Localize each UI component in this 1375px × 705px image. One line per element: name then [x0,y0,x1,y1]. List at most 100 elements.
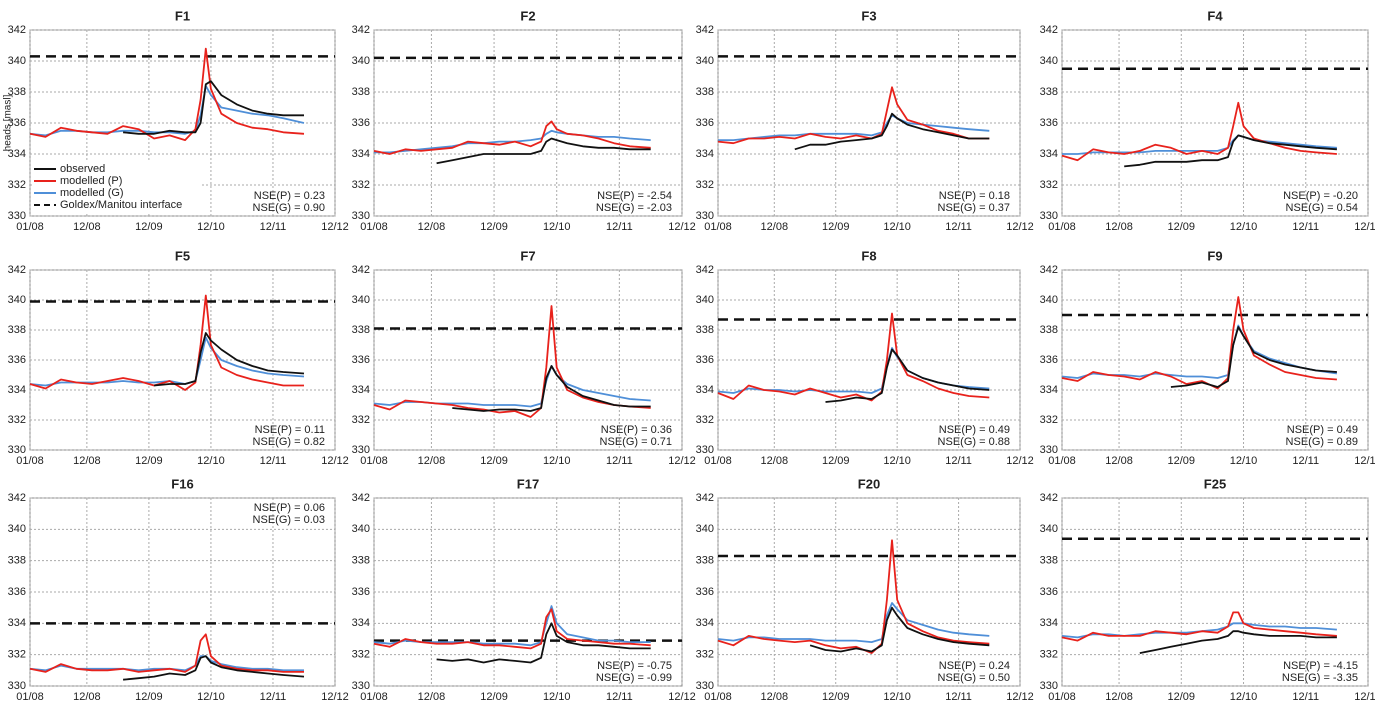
panel-title: F16 [171,476,193,491]
x-tick-label: 12/11 [606,455,633,467]
y-tick-label: 330 [8,444,26,456]
y-tick-label: 334 [352,148,370,160]
y-tick-label: 332 [696,414,714,426]
x-tick-label: 01/08 [704,221,732,233]
y-tick-label: 342 [8,24,26,36]
nse-annotation: NSE(P) = -0.75 [597,660,672,672]
x-tick-label: 12/12 [668,691,696,703]
x-tick-label: 12/08 [1105,691,1133,703]
series-line [29,47,305,141]
y-tick-label: 334 [1040,617,1058,629]
y-tick-label: 342 [1040,492,1058,504]
series-line [373,120,651,155]
panel: 330 332 334 336 338 340 342 01/08 12/08 12/09 12/1… [352,476,696,702]
y-tick-label: 338 [696,555,714,567]
series-line [29,633,304,673]
nse-annotation: NSE(G) = -0.99 [596,672,672,684]
series-line [154,332,305,387]
y-tick-label: 330 [696,680,714,692]
x-tick-label: 12/12 [321,691,349,703]
plot-area [717,269,1021,451]
x-tick-label: 12/12 [1354,221,1375,233]
y-tick-label: 336 [8,354,26,366]
panel-title: F8 [861,248,876,263]
y-tick-label: 342 [8,492,26,504]
x-tick-label: 12/12 [321,221,349,233]
nse-annotation: NSE(G) = 0.37 [938,202,1010,214]
y-tick-label: 340 [352,55,370,67]
x-tick-label: 12/09 [135,221,163,233]
nse-annotation: NSE(G) = 0.82 [253,436,325,448]
x-tick-label: 12/08 [1105,221,1133,233]
y-tick-label: 334 [8,148,26,160]
series-line [123,80,304,135]
y-tick-label: 338 [1040,324,1058,336]
panel-title: F5 [175,248,190,263]
panel: 330 332 334 336 338 340 342 01/08 12/08 12/09 12/1… [1040,248,1375,466]
x-tick-label: 12/10 [197,691,225,703]
y-tick-label: 338 [696,324,714,336]
series-line [717,312,990,402]
y-tick-label: 338 [352,324,370,336]
panel: 330 332 334 336 338 340 342 01/08 12/08 12/09 12/1… [1040,8,1375,232]
x-tick-label: 12/11 [260,221,287,233]
nse-annotation: NSE(G) = -3.35 [1282,672,1358,684]
nse-annotation: NSE(G) = 0.71 [600,436,672,448]
y-tick-label: 334 [696,384,714,396]
legend-box [32,162,202,212]
x-tick-label: 12/10 [543,221,571,233]
y-tick-label: 340 [1040,294,1058,306]
series-line [436,137,651,165]
y-tick-label: 340 [352,523,370,535]
x-tick-label: 12/11 [1292,455,1319,467]
y-tick-label: 330 [1040,444,1058,456]
y-tick-label: 332 [8,179,26,191]
y-tick-label: 342 [696,264,714,276]
y-tick-label: 334 [8,384,26,396]
panel-title: F2 [520,8,535,23]
x-tick-label: 12/11 [945,691,972,703]
legend-label: Goldex/Manitou interface [60,199,182,211]
y-tick-label: 332 [352,414,370,426]
x-tick-label: 12/12 [1354,455,1375,467]
y-tick-label: 336 [1040,586,1058,598]
x-tick-label: 12/11 [260,455,287,467]
panel: 330 332 334 336 338 340 342 01/08 12/08 12/09 12/1… [8,248,349,466]
y-tick-label: 330 [352,444,370,456]
y-tick-label: 330 [1040,210,1058,222]
x-tick-label: 12/12 [668,221,696,233]
series-line [1124,134,1337,168]
nse-annotation: NSE(P) = 0.06 [254,502,325,514]
y-tick-label: 336 [696,586,714,598]
series-line [717,602,990,643]
x-tick-label: 01/08 [1048,691,1076,703]
y-tick-label: 332 [352,649,370,661]
x-tick-label: 01/08 [16,691,44,703]
x-tick-label: 12/10 [883,691,911,703]
x-tick-label: 12/12 [1006,455,1034,467]
y-tick-label: 336 [8,117,26,129]
nse-annotation: NSE(G) = 0.54 [1286,202,1358,214]
y-tick-label: 340 [8,294,26,306]
y-tick-label: 338 [352,555,370,567]
x-tick-label: 01/08 [16,221,44,233]
nse-annotation: NSE(P) = 0.36 [601,424,672,436]
x-tick-label: 12/10 [197,455,225,467]
y-tick-label: 332 [8,649,26,661]
series-line [1139,630,1337,654]
x-tick-label: 12/08 [418,455,446,467]
panel: 330 332 334 336 338 340 342 01/08 12/08 12/09 12/1… [696,476,1034,702]
y-tick-label: 332 [1040,649,1058,661]
y-tick-label: 342 [352,264,370,276]
panel: 330 332 334 336 338 340 342 01/08 12/08 12/09 12/1… [696,8,1034,232]
y-tick-label: 336 [352,586,370,598]
nse-annotation: NSE(P) = 0.49 [939,424,1010,436]
plot-area [717,497,1021,687]
y-tick-label: 336 [696,354,714,366]
y-tick-label: 338 [8,555,26,567]
x-tick-label: 12/08 [761,691,789,703]
x-tick-label: 12/09 [1168,691,1196,703]
x-tick-label: 12/08 [418,691,446,703]
x-tick-label: 01/08 [360,221,388,233]
nse-annotation: NSE(G) = 0.50 [938,672,1010,684]
